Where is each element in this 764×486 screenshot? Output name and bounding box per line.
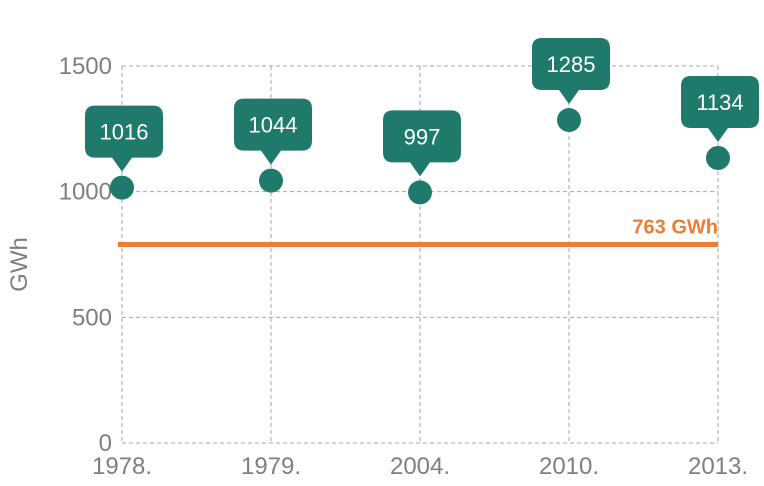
x-tick-label: 2010. <box>539 453 599 480</box>
data-label-callout <box>383 110 461 177</box>
data-label: 997 <box>404 124 441 149</box>
data-label: 1044 <box>249 113 298 138</box>
data-point <box>110 175 134 200</box>
data-points: 1016 1044 997 1285 1134 <box>85 38 759 205</box>
data-point <box>259 168 283 193</box>
data-point <box>706 145 730 170</box>
x-tick-label: 1979. <box>241 453 301 480</box>
reference-line-group: 763 GWh <box>118 216 718 247</box>
x-tick-label: 1978. <box>92 453 152 480</box>
data-label: 1285 <box>547 52 596 77</box>
data-label: 1016 <box>100 120 149 145</box>
data-label-callout <box>532 38 610 105</box>
data-label: 1134 <box>696 90 743 115</box>
data-label-callout <box>681 75 759 142</box>
x-tick-label: 2013. <box>688 453 748 480</box>
x-tick-label: 2004. <box>390 453 450 480</box>
data-point <box>557 108 581 133</box>
reference-line-label: 763 GWh <box>632 216 718 238</box>
y-tick-labels: 0 500 1000 1500 <box>59 53 112 457</box>
y-tick-label: 1000 <box>59 179 112 206</box>
y-tick-label: 0 <box>99 430 112 457</box>
y-axis-title: GWh <box>6 237 33 292</box>
x-tick-labels: 1978. 1979. 2004. 2010. 2013. <box>92 453 748 480</box>
y-tick-label: 1500 <box>59 53 112 80</box>
data-label-callout <box>234 98 312 165</box>
data-label-callout <box>85 105 163 172</box>
y-tick-label: 500 <box>72 304 112 331</box>
data-point <box>408 180 432 205</box>
